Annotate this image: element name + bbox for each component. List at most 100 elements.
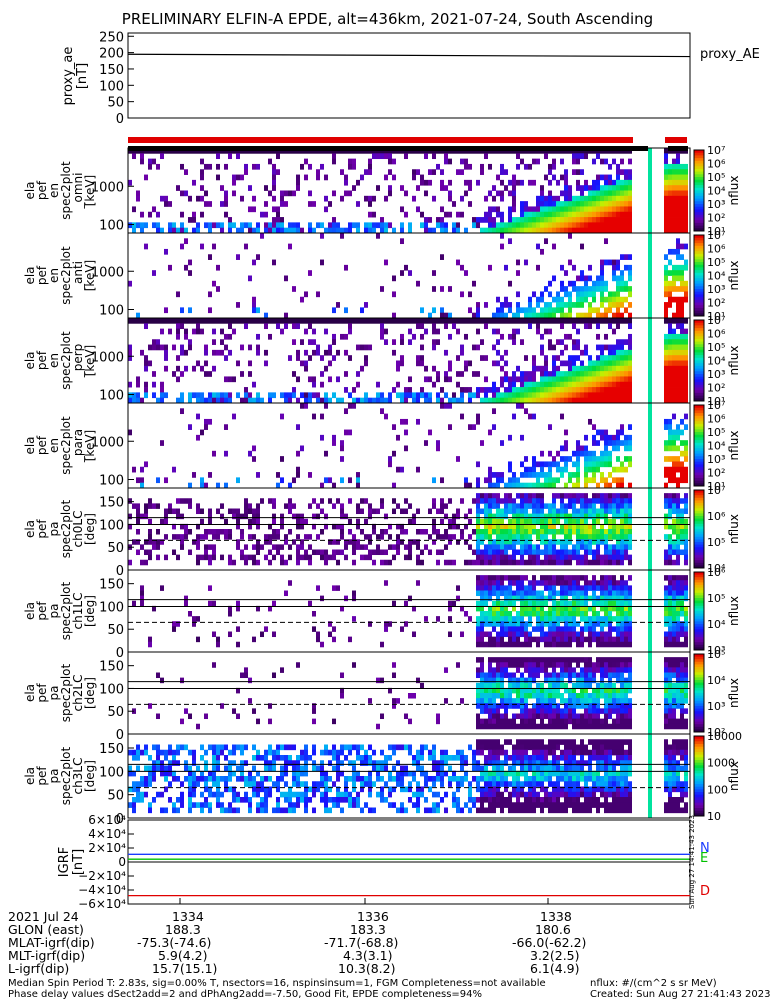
spectrogram-cell — [572, 371, 576, 377]
spectrogram-cell — [576, 291, 580, 297]
spectrogram-cell — [440, 222, 444, 228]
spectrogram-cell — [216, 534, 220, 540]
spectrogram-cell — [596, 191, 600, 197]
spectrogram-cell — [580, 493, 584, 499]
spectrogram-cell — [544, 387, 548, 393]
spectrogram-cell — [584, 580, 588, 586]
spectrogram-cell — [588, 196, 592, 202]
spectrogram-cell — [380, 678, 384, 684]
spectrogram-cell — [424, 191, 428, 197]
spectrogram-cell — [684, 596, 688, 602]
spectrogram-cell — [216, 392, 220, 398]
spectrogram-cell — [448, 560, 452, 566]
spectrogram-cell — [432, 329, 436, 335]
spectrogram-cell — [548, 392, 552, 398]
spectrogram-cell — [308, 601, 312, 607]
spectrogram-cell — [220, 339, 224, 345]
spectrogram-cell — [548, 467, 552, 473]
spectrogram-cell — [540, 392, 544, 398]
spectrogram-cell — [152, 503, 156, 509]
spectrogram-cell — [676, 297, 680, 303]
spectrogram-cell — [480, 719, 484, 725]
spectrogram-cell — [616, 440, 620, 446]
spectrogram-cell — [440, 185, 444, 191]
spectrogram-cell — [416, 361, 420, 367]
spectrogram-cell — [564, 217, 568, 223]
spectrogram-cell — [468, 307, 472, 313]
spectrogram-cell — [368, 550, 372, 556]
spectrogram-cell — [540, 307, 544, 313]
spectrogram-cell — [540, 382, 544, 388]
spectrogram-cell — [620, 678, 624, 684]
spectrogram-cell — [224, 196, 228, 202]
spectrogram-cell — [436, 164, 440, 170]
spectrogram-cell — [144, 392, 148, 398]
spectrogram-cell — [280, 456, 284, 462]
spectrogram-cell — [556, 201, 560, 207]
spectrogram-cell — [552, 276, 556, 282]
spectrogram-cell — [560, 286, 564, 292]
spectrogram-cell — [548, 580, 552, 586]
spectrogram-cell — [356, 222, 360, 228]
spectrogram-cell — [528, 498, 532, 504]
spectrogram-cell — [424, 440, 428, 446]
spectrogram-cell — [236, 642, 240, 648]
spectrogram-cell — [592, 456, 596, 462]
spectrogram-cell — [152, 270, 156, 276]
spectrogram-cell — [572, 529, 576, 535]
spectrogram-cell — [500, 657, 504, 663]
spectrogram-cell — [680, 307, 684, 313]
spectrogram-cell — [580, 529, 584, 535]
spectrogram-cell — [676, 560, 680, 566]
spectrogram-cell — [536, 544, 540, 550]
spectrogram-cell — [580, 673, 584, 679]
spectrogram-cell — [568, 493, 572, 499]
spectrogram-cell — [464, 159, 468, 165]
spectrogram-cell — [520, 222, 524, 228]
spectrogram-cell — [356, 544, 360, 550]
spectrogram-cell — [616, 509, 620, 515]
spectrogram-cell — [588, 291, 592, 297]
spectrogram-cell — [300, 514, 304, 520]
spectrogram-cell — [596, 580, 600, 586]
spectrogram-cell — [472, 217, 476, 223]
spectrogram-cell — [488, 509, 492, 515]
spectrogram-cell — [488, 693, 492, 699]
spectrogram-cell — [432, 318, 436, 324]
spectrogram-cell — [568, 714, 572, 720]
spectrogram-cell — [136, 509, 140, 515]
spectrogram-cell — [516, 626, 520, 632]
spectrogram-cell — [440, 477, 444, 483]
spectrogram-cell — [288, 244, 292, 250]
spectrogram-cell — [328, 477, 332, 483]
spectrogram-cell — [672, 270, 676, 276]
spectrogram-cell — [160, 329, 164, 335]
spectrogram-cell — [628, 291, 632, 297]
spectrogram-cell — [156, 222, 160, 228]
spectrogram-cell — [672, 611, 676, 617]
spectrogram-cell — [628, 456, 632, 462]
spectrogram-cell — [432, 519, 436, 525]
spectrogram-cell — [588, 318, 592, 324]
spectrogram-cell — [484, 534, 488, 540]
spectrogram-cell — [568, 387, 572, 393]
spectrogram-cell — [508, 529, 512, 535]
spectrogram-cell — [684, 637, 688, 643]
spectrogram-cell — [556, 662, 560, 668]
spectrogram-cell — [496, 534, 500, 540]
spectrogram-cell — [612, 719, 616, 725]
spectrogram-cell — [564, 601, 568, 607]
spectrogram-cell — [532, 662, 536, 668]
spectrogram-cell — [460, 196, 464, 202]
colorbar-tick-label: 10⁶ — [707, 328, 726, 341]
spectrogram-cell — [392, 339, 396, 345]
spectrogram-cell — [596, 276, 600, 282]
spectrogram-cell — [504, 601, 508, 607]
spectrogram-cell — [664, 591, 668, 597]
spectrogram-cell — [224, 201, 228, 207]
spectrogram-cell — [576, 376, 580, 382]
spectrogram-cell — [592, 461, 596, 467]
spectrogram-cell — [680, 164, 684, 170]
spectrogram-cell — [132, 503, 136, 509]
spectrogram-cell — [664, 148, 668, 154]
